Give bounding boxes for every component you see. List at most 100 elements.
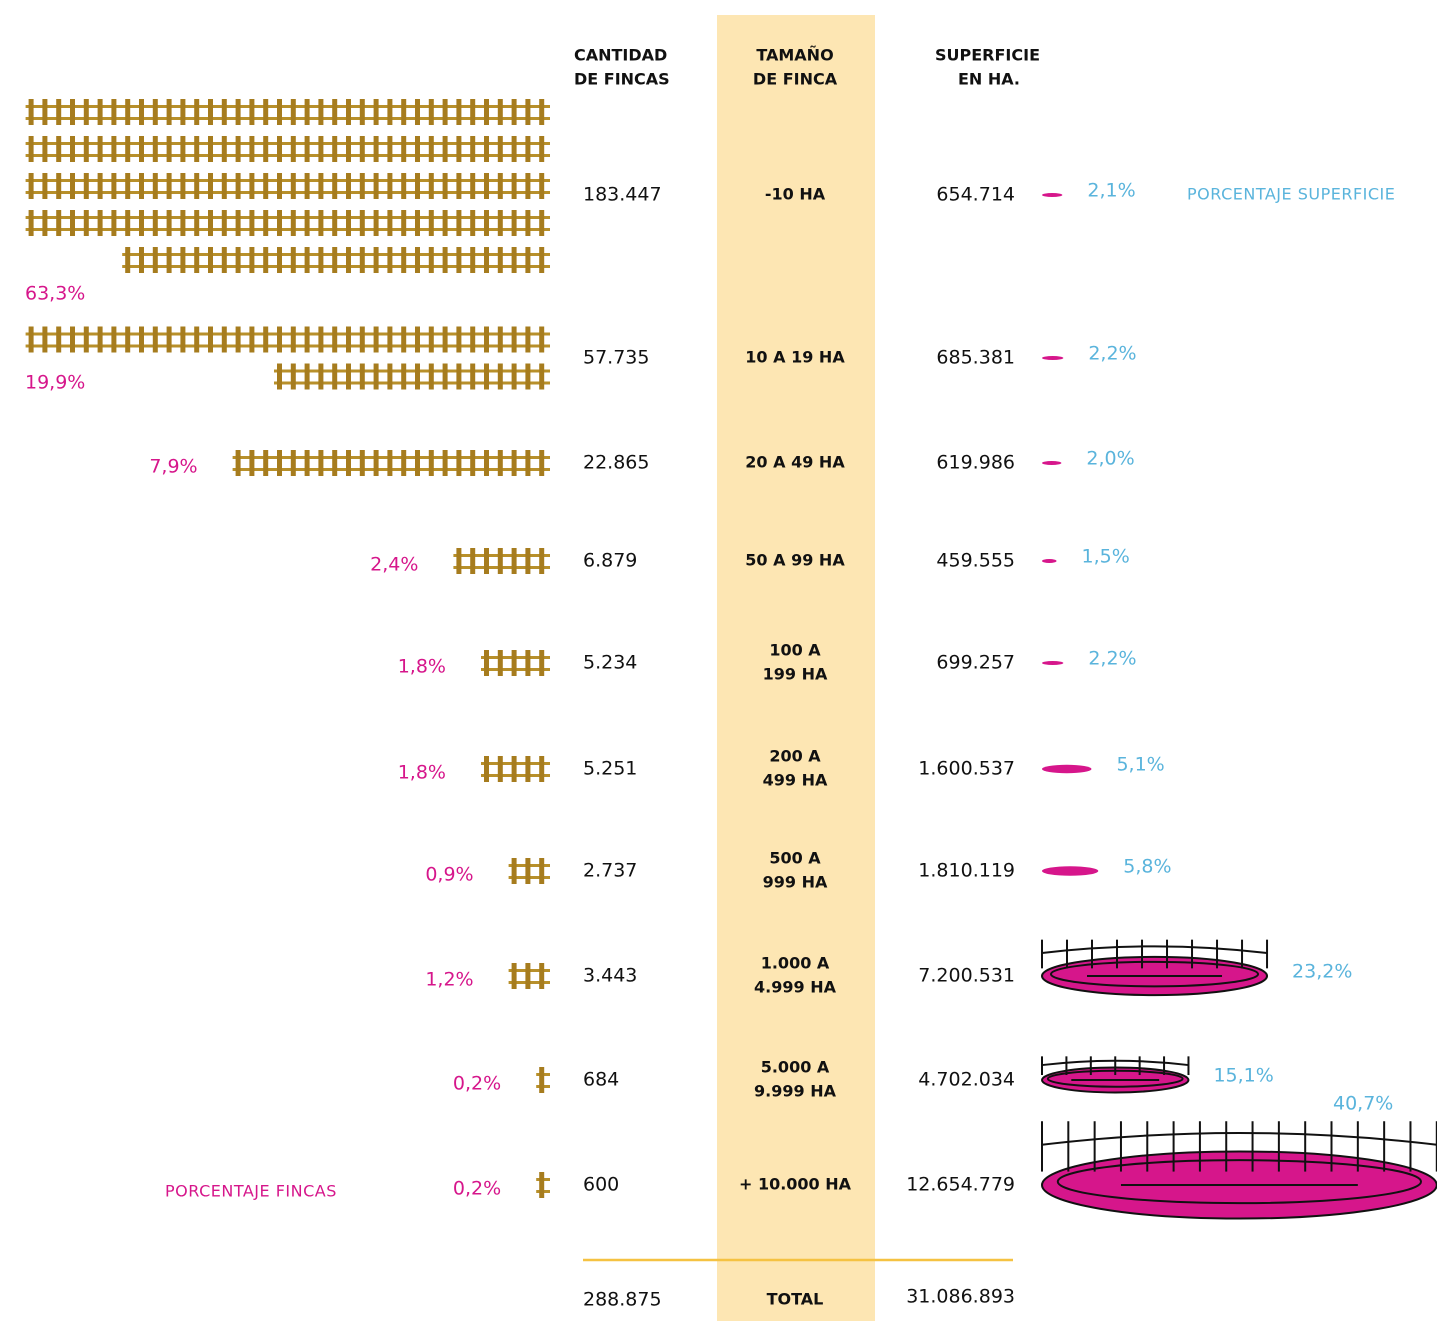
- fence-post: [249, 247, 255, 273]
- area-pct: 5,1%: [1116, 754, 1164, 776]
- fence-post: [208, 247, 213, 273]
- fence-post: [373, 363, 379, 390]
- fence-icon: [536, 1067, 550, 1093]
- fence-post: [318, 136, 324, 162]
- fence-post: [304, 99, 310, 125]
- fence-post: [221, 173, 227, 199]
- fence-post: [387, 363, 393, 390]
- fence-post: [304, 450, 310, 476]
- area-pct: 2,0%: [1086, 448, 1134, 470]
- fence-post: [152, 247, 158, 273]
- size: 500 A: [769, 849, 821, 868]
- fence-rail: [25, 344, 551, 348]
- fence-post: [83, 326, 89, 353]
- fence-post: [359, 210, 365, 236]
- fence-post: [470, 99, 476, 125]
- fence-post: [166, 326, 172, 353]
- fence-post: [83, 173, 89, 199]
- fence-post: [497, 173, 503, 199]
- fence-post: [249, 326, 255, 353]
- fence-post: [277, 247, 282, 273]
- fence-post: [525, 756, 531, 782]
- fence-post: [42, 136, 48, 162]
- fence-post: [470, 450, 476, 476]
- fence-post: [125, 247, 131, 273]
- fence-post: [332, 363, 338, 390]
- ellipse: [1042, 193, 1063, 197]
- fence-post: [111, 173, 117, 199]
- fence-post: [318, 173, 324, 199]
- fence-post: [318, 99, 324, 125]
- fence-post: [42, 173, 48, 199]
- fence-icon: [25, 326, 551, 390]
- area: 654.714: [936, 184, 1015, 206]
- fence-rail: [274, 381, 550, 385]
- fence-post: [235, 326, 241, 353]
- fence-post: [539, 548, 545, 574]
- fence-post: [318, 450, 324, 476]
- farms-pct: 2,4%: [370, 554, 418, 576]
- fence-post: [387, 99, 393, 125]
- fence-post: [263, 210, 269, 236]
- fence-post: [249, 173, 255, 199]
- rail: [1041, 1131, 1437, 1146]
- header-size: TAMAÑO: [756, 46, 833, 65]
- farms-pct: 0,9%: [425, 864, 473, 886]
- fence-icon: [453, 548, 550, 574]
- fence-post: [304, 363, 310, 390]
- farms-pct: 0,2%: [453, 1073, 501, 1095]
- fence-post: [470, 210, 476, 236]
- area: 685.381: [936, 347, 1015, 369]
- fence-post: [290, 99, 296, 125]
- fence-post: [235, 210, 241, 236]
- farms-pct: 1,8%: [398, 656, 446, 678]
- fence-post: [387, 136, 393, 162]
- fence-post: [166, 136, 172, 162]
- fence-post: [484, 650, 489, 676]
- fence-post: [318, 247, 324, 273]
- fence-post: [277, 450, 282, 476]
- fence-post: [484, 136, 489, 162]
- fence-post: [373, 136, 379, 162]
- fence-post: [208, 173, 213, 199]
- fence-post: [235, 247, 241, 273]
- fence-post: [235, 99, 241, 125]
- fence-post: [56, 173, 62, 199]
- fence-post: [525, 450, 531, 476]
- fence-post: [332, 450, 338, 476]
- fence-post: [304, 247, 310, 273]
- fence-post: [125, 210, 131, 236]
- area-ellipse: [1041, 1121, 1437, 1220]
- fence-post: [428, 450, 434, 476]
- fence-post: [70, 326, 75, 353]
- fence-rail: [25, 332, 551, 336]
- total-area: 31.086.893: [906, 1286, 1015, 1308]
- ellipse: [1042, 461, 1062, 465]
- size: 5.000 A: [761, 1058, 830, 1077]
- fence-post: [290, 136, 296, 162]
- fence-post: [484, 450, 489, 476]
- fence-post: [346, 173, 351, 199]
- fence-post: [539, 173, 545, 199]
- fence-post: [332, 136, 338, 162]
- fence-post: [511, 326, 517, 353]
- fence-post: [415, 450, 420, 476]
- fence-post: [221, 210, 227, 236]
- fence-post: [332, 326, 338, 353]
- fence-post: [442, 173, 448, 199]
- fence-post: [428, 173, 434, 199]
- fence-post: [180, 326, 186, 353]
- ellipse: [1042, 866, 1099, 876]
- fence-post: [484, 548, 489, 574]
- fence-post: [70, 173, 75, 199]
- fence-post: [277, 363, 282, 390]
- fence-post: [401, 136, 407, 162]
- fence-post: [125, 173, 131, 199]
- fence-icon: [508, 963, 550, 989]
- count: 57.735: [583, 347, 649, 369]
- fence-post: [249, 99, 255, 125]
- fence-post: [166, 99, 172, 125]
- fence-post: [166, 210, 172, 236]
- fence-post: [139, 210, 144, 236]
- fence-post: [263, 450, 269, 476]
